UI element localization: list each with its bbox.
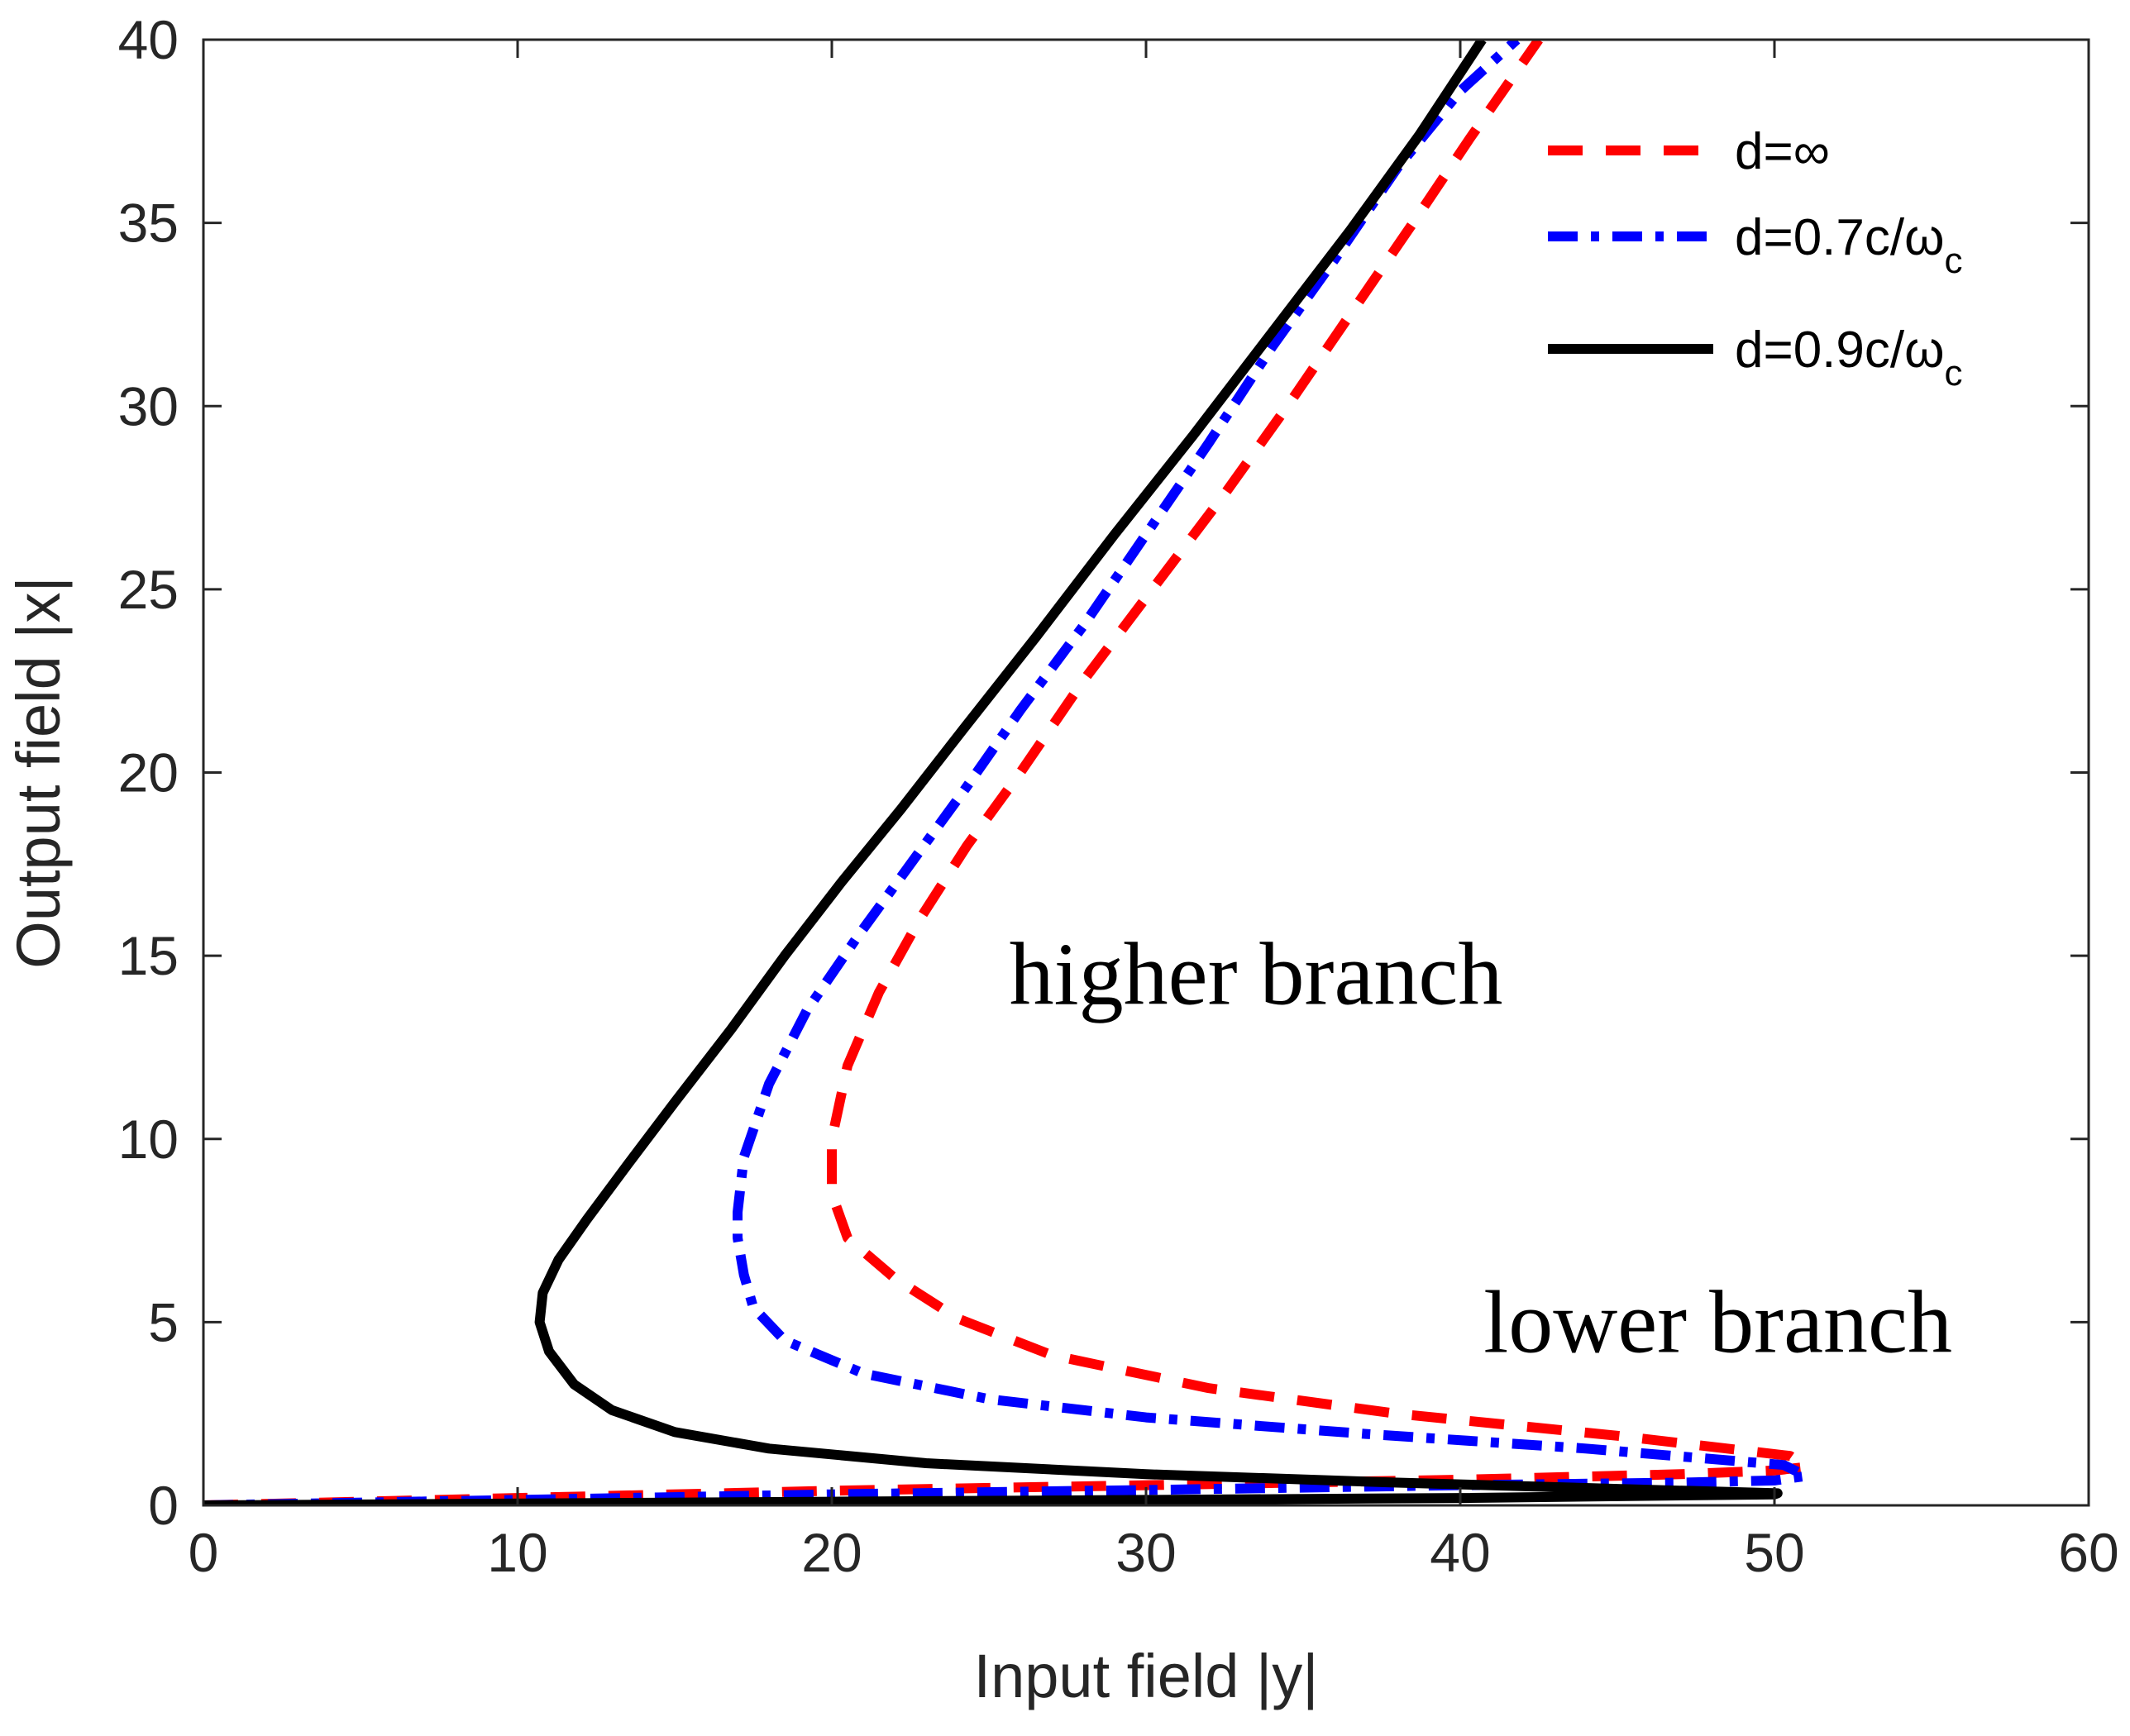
y-axis-label: Output field |x| [4,576,73,968]
y-tick-label: 30 [118,375,179,436]
x-tick-label: 50 [1744,1522,1804,1583]
tick-labels-layer: 0 10 20 30 40 50 60 0 5 10 15 20 25 30 35 40 [118,9,2119,1583]
x-axis-label: Input field |y| [974,1642,1319,1710]
legend-label-d-inf-main: d=∞ [1735,123,1830,180]
legend-label-d-09-sub: c [1945,353,1963,393]
y-tick-label: 0 [148,1475,179,1536]
legend: d=∞ d=0.7c/ωc d=0.9c/ωc [1548,123,1963,393]
annotation-higher-branch: higher branch [1010,925,1503,1023]
y-tick-label: 10 [118,1109,179,1170]
legend-label-d-inf: d=∞ [1735,123,1830,180]
x-tick-label: 20 [801,1522,862,1583]
series-line-1 [203,40,1811,1505]
plot-area [203,40,2089,1505]
annotation-lower-branch: lower branch [1483,1273,1952,1371]
y-tick-label: 5 [148,1291,179,1352]
x-tick-label: 60 [2058,1522,2118,1583]
legend-label-d-09: d=0.9c/ωc [1735,322,1963,393]
series-line-3 [203,40,1783,1505]
y-tick-label: 35 [118,193,179,254]
legend-label-d-09-main: d=0.9c/ω [1735,322,1945,379]
legend-label-d-07: d=0.7c/ωc [1735,209,1963,281]
x-tick-label: 40 [1430,1522,1490,1583]
annotations-layer: higher branch lower branch [1010,925,1952,1371]
x-tick-label: 30 [1115,1522,1176,1583]
series-layer [203,40,1811,1505]
y-tick-label: 15 [118,925,179,986]
ticks-layer [202,38,2090,1507]
y-tick-label: 25 [118,559,179,620]
legend-label-d-07-main: d=0.7c/ω [1735,209,1945,266]
x-tick-label: 0 [189,1522,219,1583]
legend-label-d-07-sub: c [1945,241,1963,281]
y-tick-label: 20 [118,742,179,804]
series-line-2 [203,40,1811,1505]
x-tick-label: 10 [487,1522,547,1583]
y-tick-label: 40 [118,9,179,70]
